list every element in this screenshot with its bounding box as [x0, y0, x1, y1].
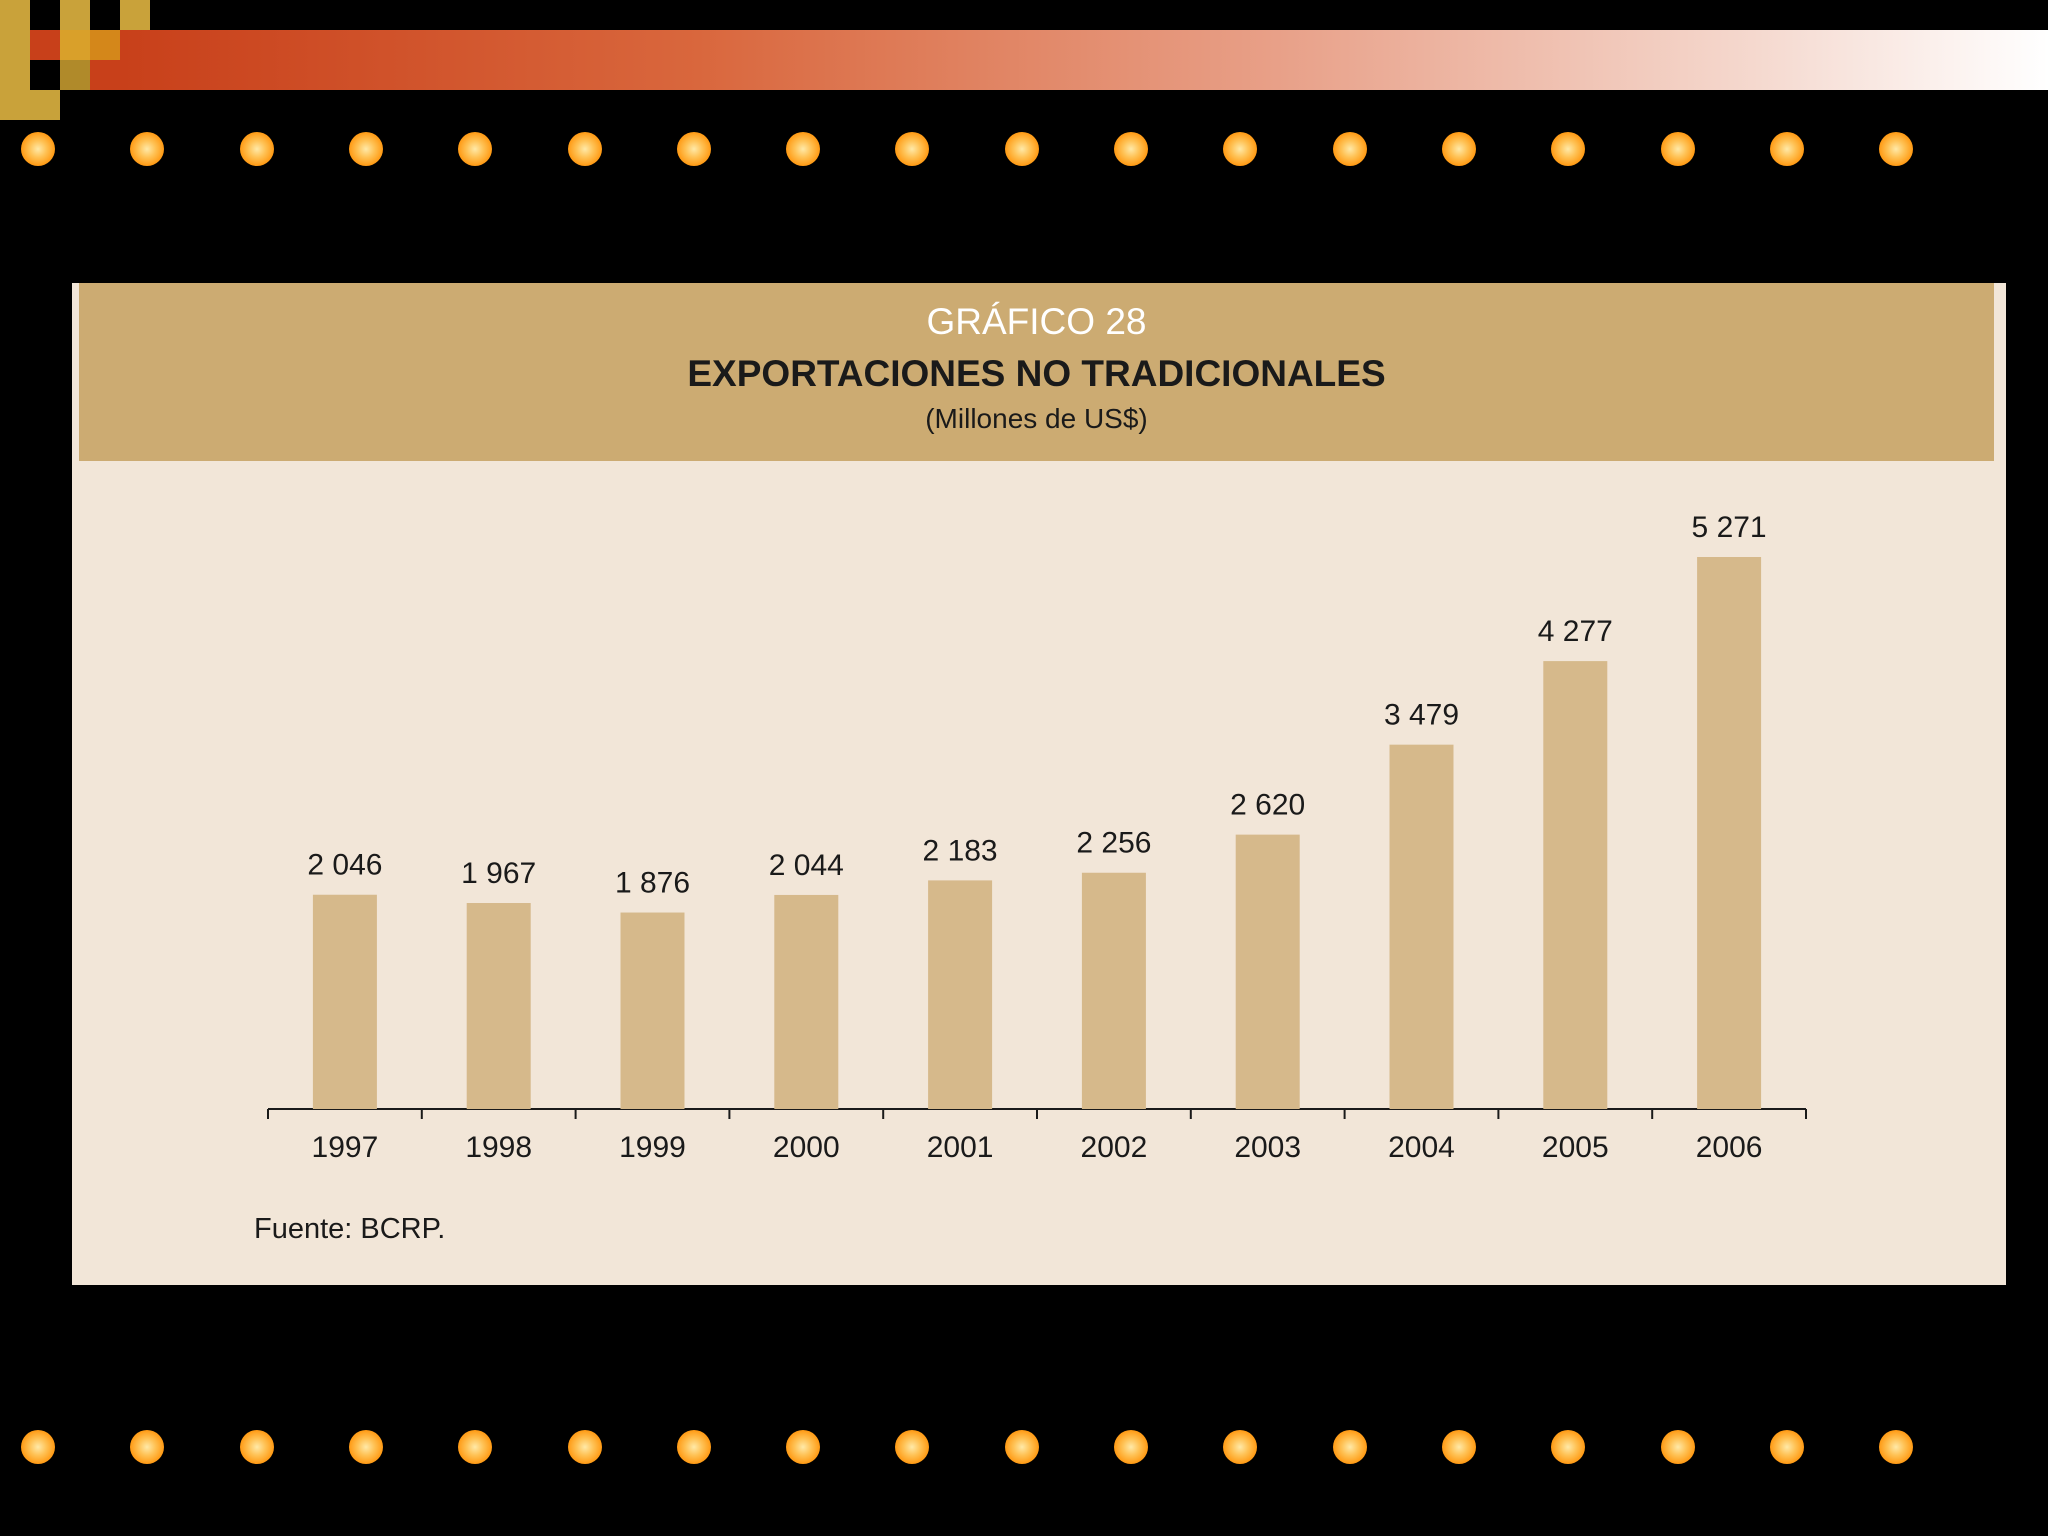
bullet-dot	[1223, 1430, 1258, 1464]
bullet-dot	[676, 132, 711, 166]
bullet-dot	[1114, 1430, 1148, 1464]
data-label-2001: 2 183	[923, 834, 998, 867]
data-label-2003: 2 620	[1230, 789, 1305, 822]
bullet-dot	[348, 132, 383, 166]
bullet-dot	[1004, 132, 1039, 166]
chart-subtitle: (Millones de US$)	[925, 403, 1148, 434]
data-label-2006: 5 271	[1692, 511, 1767, 544]
data-label-1998: 1 967	[461, 857, 536, 890]
dots-row-top	[0, 128, 2048, 172]
data-label-1999: 1 876	[615, 867, 690, 900]
bar-1999	[620, 912, 685, 1109]
bar-2002	[1081, 872, 1146, 1109]
bar-2005	[1543, 661, 1608, 1109]
bullet-dot	[1114, 132, 1148, 166]
bullet-dot	[1769, 1430, 1804, 1464]
bullet-dot	[348, 1430, 383, 1464]
corner-checker-ornament	[0, 0, 150, 120]
x-tick-label-2000: 2000	[773, 1131, 840, 1164]
x-tick-label-1997: 1997	[312, 1131, 379, 1164]
bullet-dot	[458, 132, 493, 166]
x-tick-label-2006: 2006	[1696, 1131, 1763, 1164]
x-tick-label-2004: 2004	[1388, 1131, 1455, 1164]
bullet-dot	[1551, 1430, 1586, 1464]
title-gradient-bar	[120, 30, 2048, 90]
dots-row-bottom	[0, 1426, 2048, 1470]
bullet-dot	[1660, 132, 1695, 166]
x-tick-label-2001: 2001	[927, 1131, 994, 1164]
bullet-dot	[130, 1430, 165, 1464]
bar-1998	[466, 903, 531, 1109]
chart-number: GRÁFICO 28	[926, 301, 1147, 342]
bullet-dot	[1004, 1430, 1039, 1464]
bullet-dot	[567, 132, 602, 166]
bar-2004	[1389, 744, 1454, 1109]
bar-2003	[1235, 834, 1300, 1109]
bullet-dot	[895, 132, 930, 166]
chart-panel: GRÁFICO 28 EXPORTACIONES NO TRADICIONALE…	[72, 283, 2006, 1285]
bullet-dot	[21, 132, 55, 166]
bullet-dot	[567, 1430, 602, 1464]
data-label-2002: 2 256	[1076, 827, 1151, 860]
bullet-dot	[1223, 132, 1258, 166]
bullet-dot	[1332, 1430, 1367, 1464]
bullet-dot	[1660, 1430, 1695, 1464]
x-tick-label-1999: 1999	[619, 1131, 686, 1164]
bullet-dot	[786, 132, 821, 166]
bullet-dot	[130, 132, 165, 166]
data-label-2004: 3 479	[1384, 699, 1459, 732]
data-label-2000: 2 044	[769, 849, 844, 882]
x-tick-label-2002: 2002	[1081, 1131, 1148, 1164]
chart-header: GRÁFICO 28 EXPORTACIONES NO TRADICIONALE…	[79, 283, 1994, 461]
chart-title: EXPORTACIONES NO TRADICIONALES	[687, 353, 1386, 394]
bullet-dot	[1441, 1430, 1476, 1464]
bar-1997	[312, 894, 377, 1109]
data-label-2005: 4 277	[1538, 615, 1613, 648]
bar-2000	[774, 894, 839, 1109]
bullet-dot	[1879, 1430, 1914, 1464]
bullet-dot	[786, 1430, 821, 1464]
bullet-dot	[895, 1430, 930, 1464]
bullet-dot	[239, 132, 274, 166]
bullet-dot	[1441, 132, 1476, 166]
chart-source: Fuente: BCRP.	[254, 1213, 446, 1245]
x-tick-label-2005: 2005	[1542, 1131, 1609, 1164]
bullet-dot	[1332, 132, 1367, 166]
data-label-1997: 2 046	[307, 849, 382, 882]
bullet-dot	[676, 1430, 711, 1464]
bullet-dot	[1769, 132, 1804, 166]
x-tick-label-1998: 1998	[465, 1131, 532, 1164]
bullet-dot	[21, 1430, 55, 1464]
bullet-dot	[1879, 132, 1914, 166]
bullet-dot	[1551, 132, 1586, 166]
bullet-dot	[239, 1430, 274, 1464]
bar-2006	[1697, 557, 1762, 1109]
bar-2001	[928, 880, 993, 1109]
bar-chart: 2 046 1997 1 967 1998 1 876 1999 2 044 2000 2 18…	[267, 511, 1807, 1164]
bullet-dot	[458, 1430, 493, 1464]
x-tick-label-2003: 2003	[1234, 1131, 1301, 1164]
